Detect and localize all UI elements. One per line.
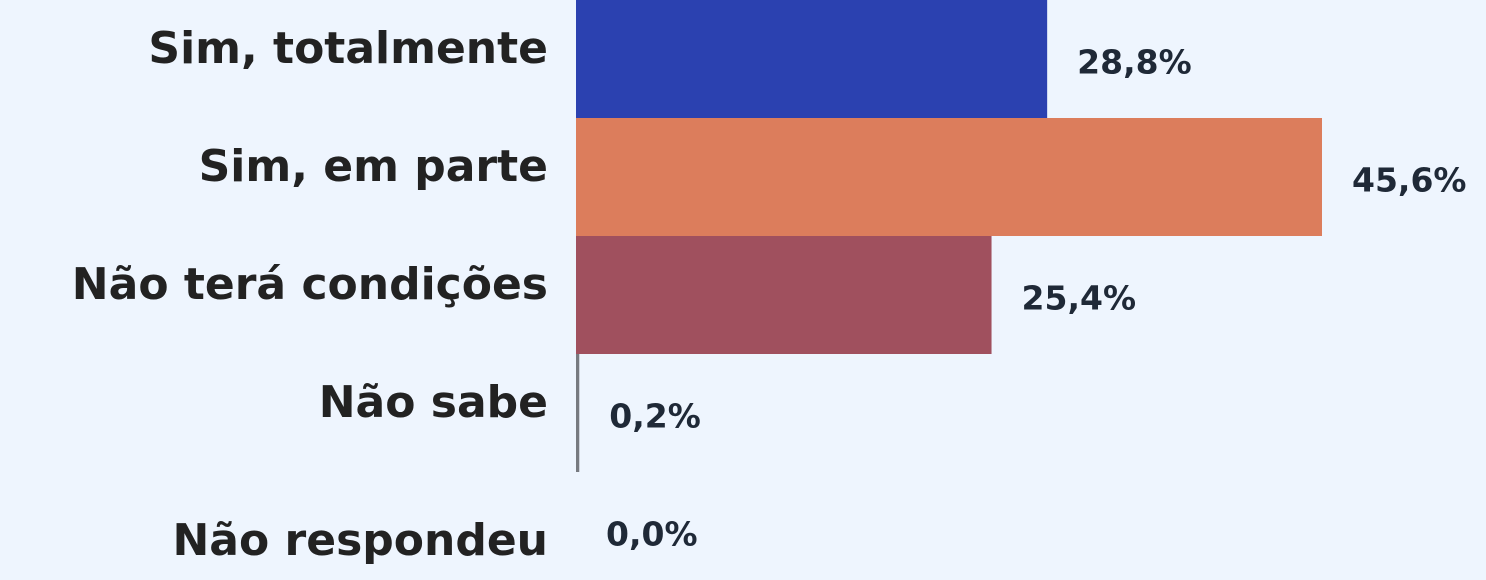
bar <box>576 0 1048 118</box>
category-label: Sim, em parte <box>199 141 548 192</box>
value-label: 0,0% <box>606 515 698 554</box>
category-label: Não respondeu <box>172 515 548 566</box>
bar <box>576 118 1322 236</box>
value-label: 45,6% <box>1352 161 1467 200</box>
value-label: 28,8% <box>1077 43 1192 82</box>
value-label: 0,2% <box>609 397 701 436</box>
category-label: Não terá condições <box>72 259 548 310</box>
bar <box>576 354 580 472</box>
category-label: Não sabe <box>319 377 548 428</box>
bar <box>576 236 992 354</box>
value-label: 25,4% <box>1022 279 1137 318</box>
category-label: Sim, totalmente <box>148 23 548 74</box>
